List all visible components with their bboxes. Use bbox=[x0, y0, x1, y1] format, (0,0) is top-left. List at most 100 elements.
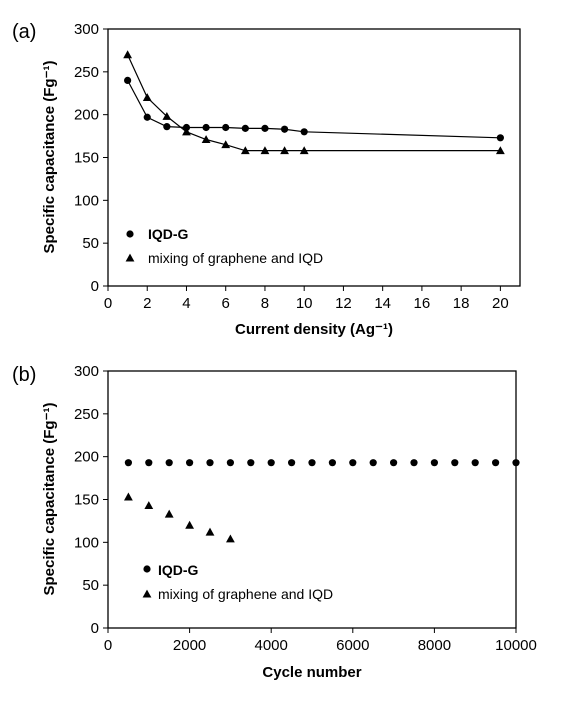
legend-circle-marker bbox=[126, 230, 134, 238]
legend-triangle-marker bbox=[142, 589, 152, 598]
data-point bbox=[201, 135, 211, 144]
y-axis-label: Specific capacitance (Fg⁻¹) bbox=[41, 403, 58, 596]
legend-triangle-marker bbox=[125, 253, 135, 262]
data-point bbox=[430, 459, 438, 467]
legend-label: mixing of graphene and IQD bbox=[148, 250, 323, 266]
data-point bbox=[492, 459, 500, 467]
data-point bbox=[308, 459, 316, 467]
data-point bbox=[222, 123, 230, 132]
y-tick-label: 0 bbox=[91, 278, 99, 295]
data-point bbox=[164, 509, 174, 518]
x-axis-label: Cycle number bbox=[262, 664, 361, 681]
y-tick-label: 200 bbox=[74, 449, 99, 466]
data-point bbox=[185, 520, 194, 529]
data-point bbox=[206, 459, 214, 467]
y-tick-label: 300 bbox=[74, 21, 99, 38]
x-axis-label: Current density (Ag⁻¹) bbox=[235, 321, 393, 338]
data-point bbox=[145, 459, 153, 467]
panel-label: (a) bbox=[12, 21, 36, 43]
chart-panel-b: (b) 0 50 100 150 200 250 300 0 2000 4000 6000 8000 10… bbox=[12, 363, 537, 681]
x-tick-label: 8 bbox=[261, 295, 269, 312]
plot-frame bbox=[107, 28, 521, 287]
legend-label: IQD-G bbox=[148, 226, 189, 242]
data-point bbox=[512, 459, 520, 467]
y-tick-label: 200 bbox=[74, 107, 99, 124]
y-tick-label: 300 bbox=[74, 363, 99, 380]
series-iqd-g bbox=[124, 76, 504, 142]
data-point bbox=[221, 140, 231, 149]
data-point bbox=[240, 146, 250, 155]
x-tick-label: 0 bbox=[104, 637, 112, 654]
data-point bbox=[267, 459, 275, 467]
data-point bbox=[142, 93, 152, 102]
data-point bbox=[202, 123, 210, 132]
x-tick-label: 20 bbox=[492, 295, 509, 312]
data-point bbox=[163, 123, 171, 131]
data-point bbox=[471, 459, 479, 467]
data-point bbox=[280, 125, 289, 133]
legend-item: IQD-G bbox=[126, 226, 189, 242]
data-point bbox=[226, 459, 234, 467]
data-point bbox=[410, 459, 418, 467]
x-tick-label: 2 bbox=[143, 295, 151, 312]
data-point bbox=[451, 459, 459, 467]
data-point bbox=[144, 501, 154, 510]
x-tick-label: 8000 bbox=[418, 637, 451, 654]
x-tick-label: 10 bbox=[296, 295, 313, 312]
data-point bbox=[328, 459, 336, 467]
series-mixing bbox=[123, 50, 505, 155]
data-point bbox=[369, 459, 377, 467]
y-tick-label: 150 bbox=[74, 492, 99, 509]
data-point bbox=[186, 459, 194, 467]
y-tick-label: 100 bbox=[74, 534, 99, 551]
data-point bbox=[349, 459, 357, 467]
data-point bbox=[496, 134, 504, 142]
data-point bbox=[247, 459, 255, 467]
x-tick-label: 0 bbox=[104, 295, 112, 312]
y-tick-label: 250 bbox=[74, 64, 99, 81]
data-point bbox=[260, 146, 270, 155]
x-tick-label: 2000 bbox=[173, 637, 206, 654]
x-tick-label: 10000 bbox=[495, 637, 537, 654]
series-iqd-g bbox=[124, 459, 520, 467]
y-axis-label: Specific capacitance (Fg⁻¹) bbox=[41, 61, 58, 254]
data-point bbox=[182, 127, 191, 136]
x-tick-label: 6000 bbox=[336, 637, 369, 654]
data-point bbox=[241, 124, 249, 132]
x-tick-label: 16 bbox=[414, 295, 431, 312]
data-point bbox=[261, 124, 269, 132]
chart-panel-a: (a) 0 50 100 150 200 250 300 0 2 4 6 8 10 12 14 16 18 20 Cu… bbox=[12, 21, 521, 338]
panel-label: (b) bbox=[12, 364, 36, 386]
data-point bbox=[495, 146, 505, 155]
y-tick-label: 150 bbox=[74, 150, 99, 167]
legend-item: mixing of graphene and IQD bbox=[125, 250, 323, 266]
x-tick-label: 18 bbox=[453, 295, 470, 312]
data-point bbox=[226, 534, 235, 543]
legend-item: mixing of graphene and IQD bbox=[142, 586, 333, 602]
x-tick-label: 12 bbox=[335, 295, 352, 312]
y-tick-label: 50 bbox=[82, 235, 99, 252]
data-point bbox=[123, 50, 133, 59]
x-tick-label: 6 bbox=[222, 295, 230, 312]
data-point bbox=[143, 113, 151, 121]
data-point bbox=[162, 111, 172, 120]
series-mixing bbox=[124, 492, 235, 543]
x-tick-label: 4 bbox=[182, 295, 190, 312]
legend-item: IQD-G bbox=[143, 562, 199, 578]
y-tick-label: 100 bbox=[74, 192, 99, 209]
data-point bbox=[205, 527, 215, 536]
data-point bbox=[165, 459, 173, 467]
data-point bbox=[288, 459, 296, 467]
data-point bbox=[124, 459, 132, 467]
data-point bbox=[124, 492, 133, 501]
legend-label: mixing of graphene and IQD bbox=[158, 586, 333, 602]
x-tick-label: 4000 bbox=[255, 637, 288, 654]
y-tick-label: 0 bbox=[91, 620, 99, 637]
data-point bbox=[390, 459, 398, 467]
legend-label: IQD-G bbox=[158, 562, 199, 578]
y-tick-label: 50 bbox=[82, 577, 99, 594]
legend-circle-marker bbox=[143, 565, 151, 573]
y-tick-label: 250 bbox=[74, 406, 99, 423]
